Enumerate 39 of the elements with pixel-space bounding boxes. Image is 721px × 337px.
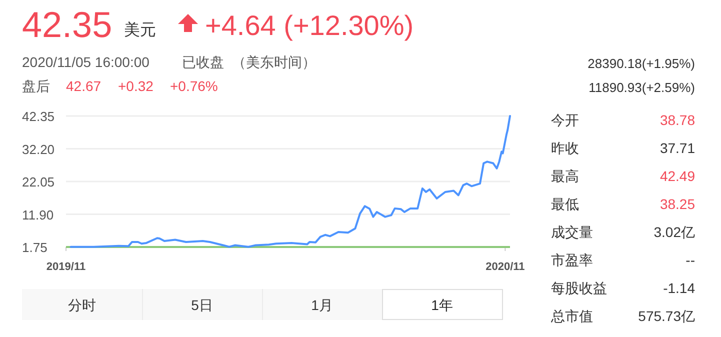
text: --: [686, 252, 696, 268]
x-tick-label: 2019/11: [46, 261, 86, 273]
y-tick-label: 22.05: [22, 174, 55, 190]
text: +0.32: [118, 78, 154, 94]
text: 分时: [68, 297, 96, 313]
text: 2020/11/05 16:00:00: [22, 54, 150, 70]
text: 575.73亿: [638, 308, 695, 324]
text: 总市值: [550, 308, 593, 324]
text: -1.14: [663, 280, 696, 296]
y-tick-label: 11.90: [22, 207, 54, 222]
text: 盘后: [22, 78, 50, 94]
text: 1月: [311, 297, 333, 313]
text: 今开: [551, 112, 579, 128]
y-tick-label: 42.35: [22, 109, 55, 124]
text: 5日: [191, 297, 213, 313]
line-series: [70, 115, 511, 248]
text: 38.25: [660, 196, 696, 212]
y-tick-label: 1.75: [22, 240, 48, 255]
text: 42.67: [66, 78, 102, 94]
text: 3.02亿: [654, 224, 695, 240]
text: 11890.93(+2.59%): [588, 80, 695, 95]
y-tick-label: 32.20: [22, 142, 55, 157]
text: 市盈率: [551, 252, 593, 268]
text: 昨收: [551, 140, 579, 156]
text: （美东时间）: [232, 54, 316, 70]
text: 38.78: [660, 112, 696, 128]
text: 已收盘: [182, 54, 224, 70]
text: 42.49: [660, 168, 696, 184]
text: 成交量: [551, 224, 593, 240]
text: +0.76%: [170, 78, 218, 94]
text: 最低: [551, 196, 579, 212]
text: 1年: [431, 297, 453, 313]
text: 37.71: [660, 140, 696, 156]
text: 美元: [124, 21, 156, 39]
text: 28390.18(+1.95%): [588, 56, 695, 71]
text: +4.64 (+12.30%): [205, 10, 414, 41]
x-tick-label: 2020/11: [486, 261, 525, 273]
text: 最高: [551, 168, 579, 184]
text: 每股收益: [551, 280, 607, 296]
